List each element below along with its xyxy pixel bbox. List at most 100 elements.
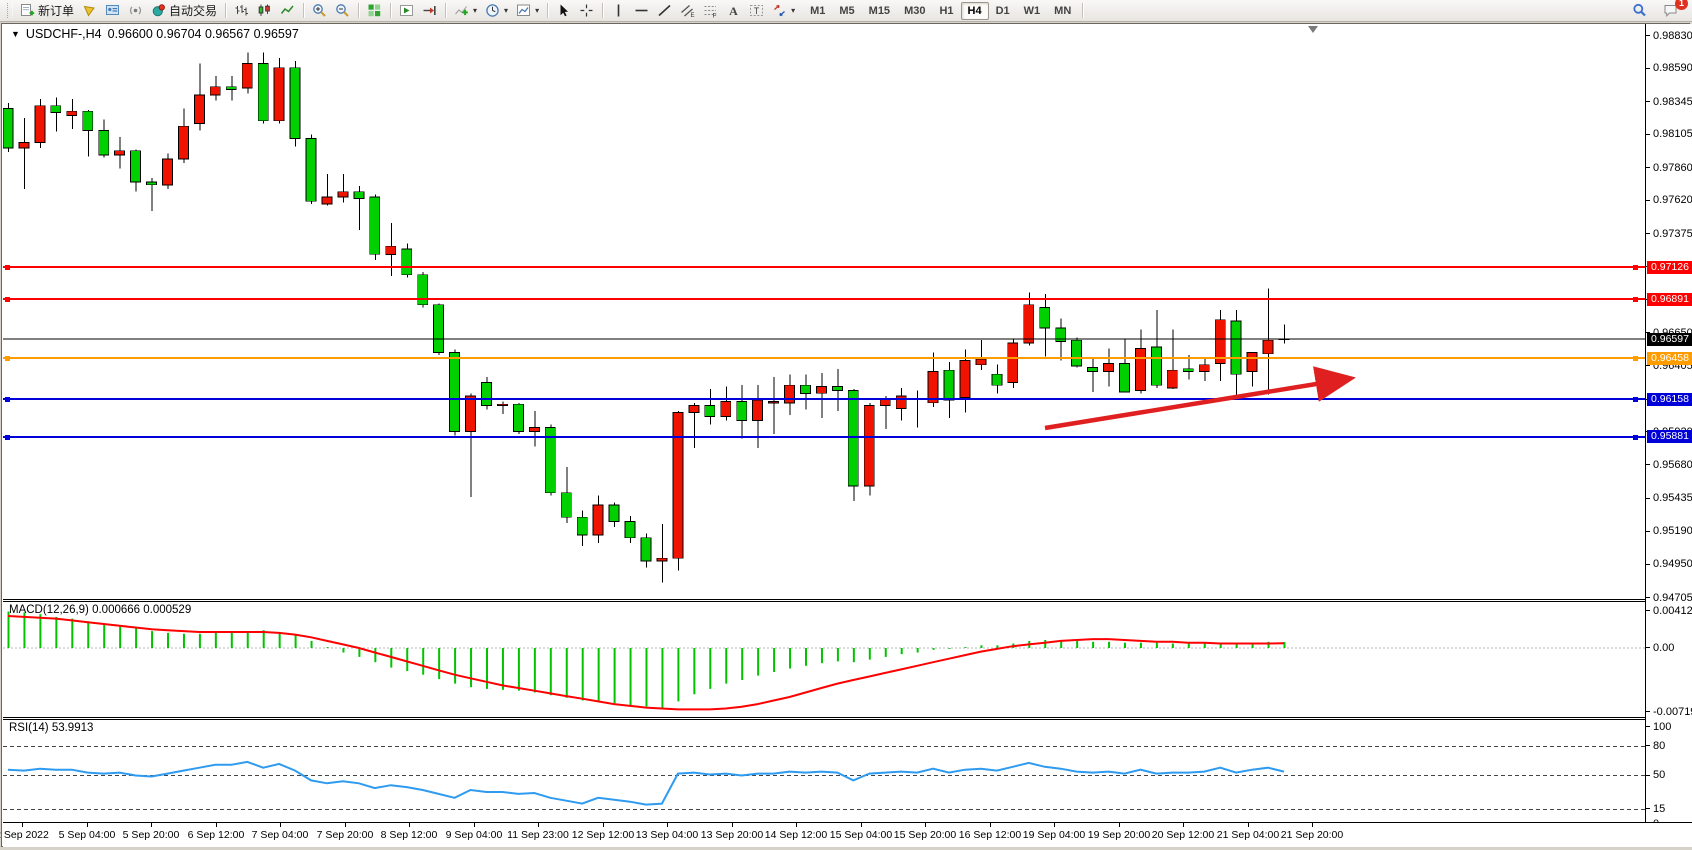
candle-body bbox=[1246, 352, 1258, 373]
time-label: 2 Sep 2022 bbox=[0, 829, 49, 841]
candle-body bbox=[608, 504, 620, 522]
vline-icon bbox=[617, 4, 620, 17]
text-label-button[interactable]: T bbox=[745, 0, 768, 21]
price-tick bbox=[1646, 498, 1650, 499]
line-anchor-square[interactable] bbox=[1633, 435, 1638, 440]
price-tick-label: 0.97620 bbox=[1653, 194, 1692, 206]
community-chat-button[interactable]: 1 bbox=[1659, 0, 1688, 21]
line-anchor-square[interactable] bbox=[1633, 265, 1638, 270]
navigator-icon bbox=[106, 5, 120, 15]
svg-text:F: F bbox=[713, 13, 717, 19]
signal-button[interactable] bbox=[124, 0, 147, 21]
candle-body bbox=[1007, 342, 1019, 383]
timeframe-m15-button[interactable]: M15 bbox=[868, 4, 891, 17]
search-button[interactable] bbox=[1628, 0, 1651, 21]
chart-shift-button[interactable] bbox=[418, 0, 441, 21]
timeframe-m1-button[interactable]: M1 bbox=[810, 4, 826, 17]
time-tick bbox=[151, 823, 152, 827]
time-label: 5 Sep 20:00 bbox=[122, 829, 180, 841]
line-anchor-square[interactable] bbox=[1633, 297, 1638, 302]
fibonacci-button[interactable]: F bbox=[699, 0, 722, 21]
periods-button[interactable]: ▾ bbox=[481, 0, 512, 21]
candle-chart-icon bbox=[258, 4, 270, 16]
timeframe-mn-button[interactable]: MN bbox=[1054, 4, 1072, 17]
candle-body bbox=[895, 395, 907, 409]
cursor-button[interactable] bbox=[552, 0, 575, 21]
chevron-down-icon[interactable]: ▾ bbox=[535, 6, 540, 15]
candle-body bbox=[193, 94, 205, 124]
line-anchor-square[interactable] bbox=[5, 435, 10, 440]
trend-arrow[interactable] bbox=[1044, 366, 1356, 431]
price-tick-label: 0.98590 bbox=[1653, 62, 1692, 74]
main-chart-plot[interactable]: ▼ USDCHF-,H4 0.96600 0.96704 0.96567 0.9… bbox=[3, 24, 1645, 600]
line-anchor-square[interactable] bbox=[5, 297, 10, 302]
text-button[interactable]: A bbox=[722, 0, 745, 21]
chart-symbol-period: USDCHF-,H4 bbox=[25, 27, 102, 41]
candlestick-chart-button[interactable] bbox=[253, 0, 276, 21]
candle-body bbox=[1214, 319, 1226, 364]
candle-body bbox=[496, 403, 508, 407]
new-order-button[interactable]: 新订单 bbox=[16, 0, 78, 21]
search-icon[interactable] bbox=[1632, 3, 1647, 18]
auto-scroll-button[interactable] bbox=[395, 0, 418, 21]
horizontal-line-0.97126[interactable] bbox=[3, 266, 1645, 268]
chevron-down-icon[interactable]: ▾ bbox=[504, 6, 509, 15]
price-axis[interactable]: 0.98830 0.98590 0.98345 0.98105 0.97860 0.976… bbox=[1645, 24, 1692, 830]
vertical-line-button[interactable] bbox=[607, 0, 630, 21]
navigator-button[interactable] bbox=[101, 0, 124, 21]
price-tag-0.96458: 0.96458 bbox=[1647, 352, 1692, 365]
crosshair-button[interactable] bbox=[575, 0, 598, 21]
chart-shift-marker[interactable] bbox=[1308, 26, 1318, 33]
horizontal-line-0.96158[interactable] bbox=[3, 398, 1645, 400]
indicators-button[interactable]: ▾ bbox=[450, 0, 481, 21]
channel-button[interactable]: E bbox=[676, 0, 699, 21]
horizontal-line-0.96458[interactable] bbox=[3, 357, 1645, 359]
bar-chart-button[interactable] bbox=[230, 0, 253, 21]
horizontal-line-0.95881[interactable] bbox=[3, 436, 1645, 438]
chevron-down-icon[interactable]: ▾ bbox=[473, 6, 478, 15]
line-anchor-square[interactable] bbox=[1633, 397, 1638, 402]
trendline-button[interactable] bbox=[653, 0, 676, 21]
chevron-down-icon[interactable]: ▾ bbox=[791, 6, 796, 15]
chart-title-dropdown-triangle[interactable]: ▼ bbox=[11, 29, 20, 39]
horizontal-line-button[interactable] bbox=[630, 0, 653, 21]
zoom-out-button[interactable] bbox=[331, 0, 354, 21]
macd-indicator-plot[interactable]: MACD(12,26,9) 0.000666 0.000529 bbox=[3, 601, 1645, 718]
candle-body bbox=[50, 105, 62, 114]
line-anchor-square[interactable] bbox=[1633, 356, 1638, 361]
templates-button[interactable]: ▾ bbox=[512, 0, 543, 21]
candle-body bbox=[385, 245, 397, 255]
candle-body bbox=[560, 492, 572, 518]
line-anchor-square[interactable] bbox=[5, 397, 10, 402]
arrows-button[interactable]: ▾ bbox=[768, 0, 799, 21]
candle-body bbox=[209, 86, 221, 96]
price-tick bbox=[1646, 35, 1650, 36]
timeframe-h1-button[interactable]: H1 bbox=[939, 4, 954, 17]
timeframe-m30-button[interactable]: M30 bbox=[904, 4, 926, 17]
horizontal-line-0.96891[interactable] bbox=[3, 298, 1645, 300]
autotrading-button[interactable]: 自动交易 bbox=[147, 0, 221, 21]
timeframe-d1-button[interactable]: D1 bbox=[995, 4, 1010, 17]
timeframe-w1-button[interactable]: W1 bbox=[1023, 4, 1041, 17]
macd-axis-label: 0.004123 bbox=[1653, 605, 1692, 617]
line-anchor-square[interactable] bbox=[5, 265, 10, 270]
line-anchor-square[interactable] bbox=[5, 356, 10, 361]
market-watch-button[interactable] bbox=[78, 0, 101, 21]
rsi-indicator-plot[interactable]: RSI(14) 53.9913 bbox=[3, 719, 1645, 823]
new-order-icon bbox=[21, 4, 35, 16]
candle-body bbox=[130, 150, 141, 183]
candle-body bbox=[465, 395, 476, 432]
zoom-in-button[interactable] bbox=[308, 0, 331, 21]
time-axis[interactable]: 2 Sep 2022 5 Sep 04:00 5 Sep 20:00 6 Sep 12… bbox=[0, 822, 1692, 847]
tile-windows-button[interactable] bbox=[363, 0, 386, 21]
time-label: 19 Sep 20:00 bbox=[1087, 829, 1151, 841]
candle-body bbox=[512, 403, 524, 432]
time-label: 5 Sep 04:00 bbox=[58, 829, 116, 841]
price-tick-label: 0.95680 bbox=[1653, 459, 1692, 471]
candle-body bbox=[98, 130, 110, 156]
timeframe-m5-button[interactable]: M5 bbox=[839, 4, 855, 17]
timeframe-h4-button[interactable]: H4 bbox=[960, 1, 989, 20]
line-chart-button[interactable] bbox=[276, 0, 299, 21]
channel-icon: E bbox=[681, 5, 695, 18]
